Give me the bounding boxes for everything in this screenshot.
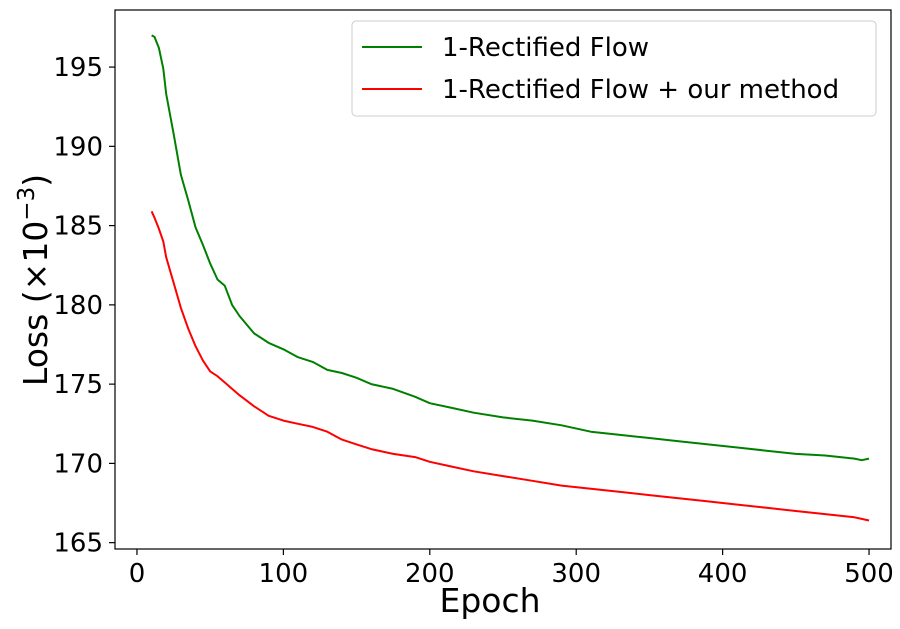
y-axis-label: Loss (×10−3) xyxy=(14,174,55,386)
legend-label-red: 1-Rectified Flow + our method xyxy=(442,75,839,105)
plot-frame xyxy=(114,9,892,550)
x-axis-ticks: 0 100 200 300 400 500 xyxy=(129,549,894,589)
y-tick-label: 195 xyxy=(53,53,103,83)
x-tick-label: 300 xyxy=(551,559,601,589)
x-tick-label: 0 xyxy=(129,559,146,589)
series-line-0 xyxy=(151,34,870,462)
x-axis-label: Epoch xyxy=(439,581,540,620)
legend: 1-Rectified Flow 1-Rectified Flow + our … xyxy=(351,20,877,117)
x-tick-label: 400 xyxy=(698,559,748,589)
y-axis-label-exponent: −3 xyxy=(14,187,40,221)
y-tick-label: 170 xyxy=(53,449,103,479)
x-tick-label: 100 xyxy=(259,559,309,589)
y-tick-label: 180 xyxy=(53,291,103,321)
legend-label-green: 1-Rectified Flow xyxy=(442,33,649,63)
legend-box xyxy=(351,20,877,117)
y-tick-label: 185 xyxy=(53,212,103,242)
x-tick-label: 200 xyxy=(405,559,455,589)
x-tick-label: 500 xyxy=(844,559,894,589)
y-axis-ticks: 165 170 175 180 185 190 195 xyxy=(53,53,115,559)
y-axis-label-main: Loss (×10 xyxy=(16,221,55,386)
y-tick-label: 175 xyxy=(53,370,103,400)
y-tick-label: 165 xyxy=(53,529,103,559)
series-layer xyxy=(150,34,870,522)
y-axis-label-close: ) xyxy=(16,174,55,187)
y-tick-label: 190 xyxy=(53,132,103,162)
series-line-1 xyxy=(150,210,870,522)
